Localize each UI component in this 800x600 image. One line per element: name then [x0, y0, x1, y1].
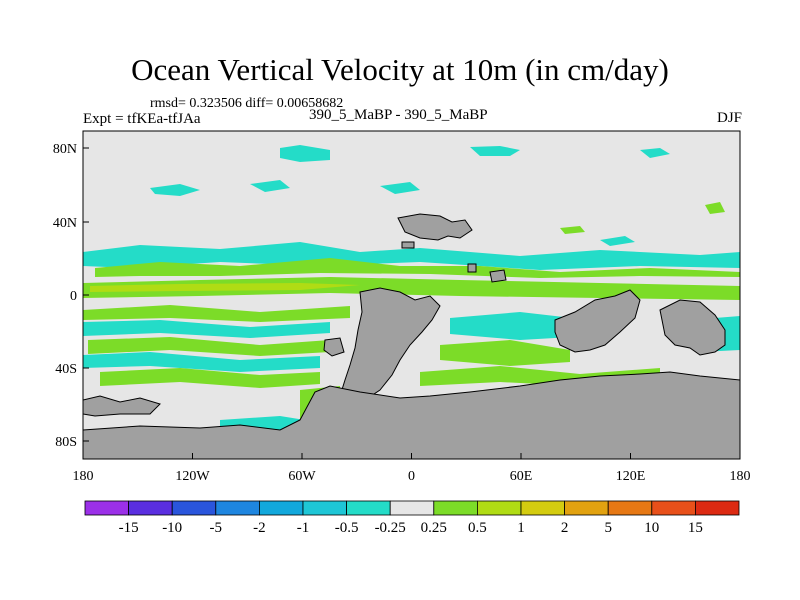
lat-tick-label: 80N: [53, 142, 77, 157]
lat-tick-label: 40N: [53, 216, 77, 231]
colorbar-label: 0.5: [468, 520, 487, 536]
land-small-north-2: [467, 263, 477, 273]
patch-arctic-teal-3: [640, 148, 670, 158]
colorbar-swatch: [651, 500, 696, 516]
land-antarctic-peninsula: [83, 395, 161, 417]
colorbar-label: -10: [162, 520, 182, 536]
colorbar-swatch: [258, 500, 304, 516]
colorbar-label: -0.25: [375, 520, 406, 536]
band-equatorial-green: [83, 277, 740, 300]
lat-tick-label: 0: [70, 289, 77, 304]
map-plot-area: [83, 131, 740, 459]
colorbar-label: -2: [253, 520, 266, 536]
band-north-teal: [83, 242, 740, 270]
lon-tick-label: 0: [408, 469, 415, 484]
colorbar-swatch: [346, 500, 391, 516]
season-label: DJF: [716, 110, 742, 126]
colorbar-swatch: [389, 500, 435, 516]
colorbar-label: 10: [644, 520, 659, 536]
band-south-teal-2: [83, 352, 320, 372]
patch-north-green-2: [560, 226, 585, 234]
north-patches: [150, 145, 725, 246]
land-masks: [83, 213, 740, 459]
land-small-north: [401, 241, 415, 249]
lon-tick-label: 120W: [175, 469, 210, 484]
patch-north-teal-4: [600, 236, 635, 246]
rmsd-diff-stats: rmsd= 0.323506 diff= 0.00658682: [150, 96, 344, 111]
colorbar-swatch: [215, 500, 260, 516]
colorbar-label: 15: [688, 520, 703, 536]
colorbar-swatch: [433, 500, 478, 516]
land-africa: [554, 289, 641, 353]
band-south-green-3: [100, 368, 320, 388]
land-australia: [659, 299, 726, 356]
colorbar-swatch: [476, 500, 522, 516]
band-equatorial-yellow: [90, 283, 360, 292]
patch-north-teal-1: [150, 184, 200, 196]
colorbar-swatch: [128, 500, 173, 516]
colorbar-swatch: [607, 500, 653, 516]
latitude-axis: 80N 40N 0 40S 80S: [53, 142, 89, 450]
colorbar-swatch: [520, 500, 565, 516]
colorbar-swatch: [695, 500, 740, 516]
colorbar-label: 5: [604, 520, 612, 536]
lon-tick-label: 60W: [288, 469, 316, 484]
land-greenland-europe: [397, 213, 473, 241]
colorbar-swatch: [564, 500, 609, 516]
lat-tick-label: 80S: [55, 435, 77, 450]
longitude-axis: 180 120W 60W 0 60E 120E 180: [73, 453, 751, 484]
colorbar-label: -15: [119, 520, 139, 536]
band-south-teal-1: [83, 320, 330, 338]
experiment-label: Expt = tfKEa-tfJAa: [83, 111, 201, 127]
lon-tick-label: 180: [73, 469, 94, 484]
land-south-island: [323, 337, 345, 357]
colorbar-label: -5: [210, 520, 223, 536]
colorbar-swatch: [302, 500, 347, 516]
colorbar-label: -1: [297, 520, 310, 536]
lon-tick-label: 120E: [616, 469, 646, 484]
colorbar: -15 -10 -5 -2 -1 -0.5 -0.25 0.25 0.5 1 2 5 10 15: [84, 500, 740, 536]
band-south-mixed-1: [83, 305, 350, 322]
lat-tick-label: 40S: [55, 362, 77, 377]
patch-arctic-teal: [280, 145, 330, 162]
colorbar-swatch: [171, 500, 217, 516]
patch-north-teal-2: [250, 180, 290, 192]
band-north-green: [95, 258, 740, 278]
land-small-eq: [489, 269, 507, 283]
colorbar-label: 0.25: [421, 520, 447, 536]
colorbar-label: -0.5: [335, 520, 359, 536]
band-south-green-2: [88, 337, 330, 356]
colorbar-label: 1: [517, 520, 525, 536]
band-indian-ocean-green: [440, 340, 570, 366]
colorbar-label: 2: [561, 520, 569, 536]
land-antarctica: [83, 371, 740, 459]
patch-arctic-teal-2: [470, 146, 520, 156]
case-label: 390_5_MaBP - 390_5_MaBP: [309, 107, 488, 123]
colorbar-swatch: [84, 500, 129, 516]
lon-tick-label: 180: [730, 469, 751, 484]
patch-north-teal-3: [380, 182, 420, 194]
lon-tick-label: 60E: [510, 469, 533, 484]
map-title: Ocean Vertical Velocity at 10m (in cm/da…: [131, 52, 669, 87]
land-south-america: [339, 287, 441, 405]
patch-north-green-1: [705, 202, 725, 214]
